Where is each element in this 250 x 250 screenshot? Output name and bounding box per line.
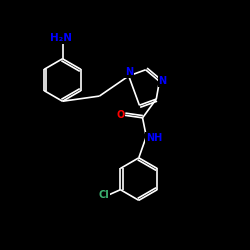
- Text: O: O: [116, 110, 125, 120]
- Text: N: N: [158, 76, 166, 86]
- Text: Cl: Cl: [98, 190, 109, 200]
- Text: H₂N: H₂N: [50, 33, 72, 43]
- Text: N: N: [125, 67, 133, 77]
- Text: NH: NH: [146, 133, 162, 143]
